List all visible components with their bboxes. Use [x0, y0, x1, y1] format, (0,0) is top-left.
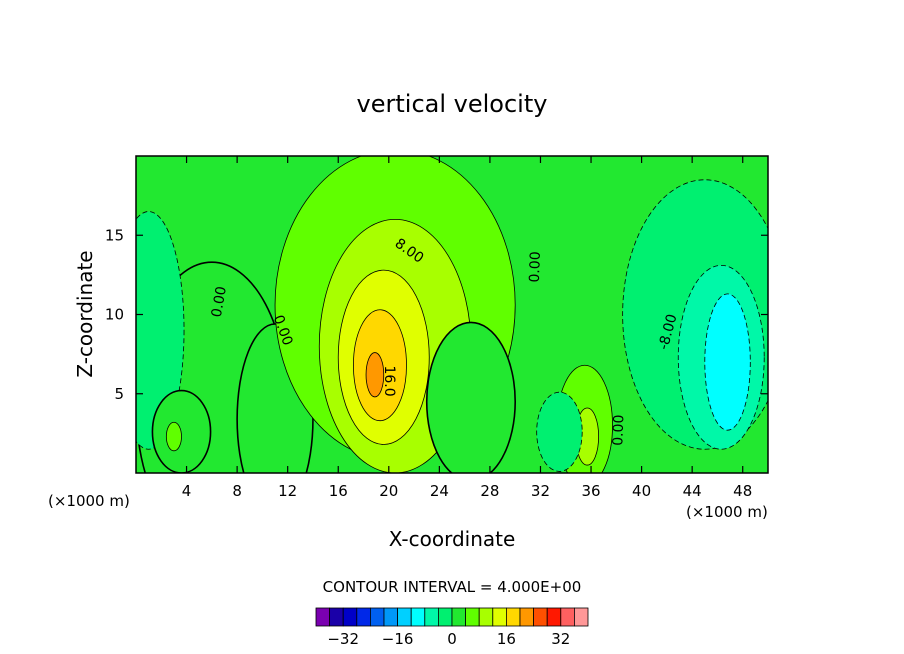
x-tick-label-16: 16	[329, 482, 348, 500]
colorbar-swatch-4	[369, 607, 385, 627]
colorbar-tick-label-4: 32	[551, 630, 570, 648]
contour-region-7	[425, 321, 516, 473]
colorbar-swatch-19	[574, 607, 589, 627]
x-tick-label-32: 32	[531, 482, 550, 500]
x-tick-label-40: 40	[632, 482, 651, 500]
contour-label-0: 0.00	[209, 285, 230, 318]
colorbar-swatch-13	[492, 607, 507, 627]
chart-title: vertical velocity	[357, 90, 548, 118]
colorbar-swatch-1	[329, 607, 344, 627]
x-tick-label-28: 28	[480, 482, 499, 500]
colorbar-swatch-3	[356, 607, 371, 627]
colorbar-tick-label-1: −16	[382, 630, 414, 648]
contour-region-12	[704, 293, 751, 431]
colorbar-swatch-8	[424, 607, 439, 627]
colorbar-tick-label-2: 0	[447, 630, 457, 648]
contour-fill-layer	[136, 156, 768, 473]
colorbar-swatch-12	[478, 607, 494, 627]
contour-region-13	[136, 211, 185, 450]
colorbar-swatch-6	[397, 607, 412, 627]
colorbar-swatch-11	[465, 607, 480, 627]
colorbar-swatch-18	[560, 607, 575, 627]
x-tick-label-36: 36	[581, 482, 600, 500]
colorbar-swatch-15	[519, 607, 535, 627]
x-tick-label-24: 24	[430, 482, 449, 500]
colorbar-swatch-2	[342, 607, 358, 627]
x-axis-label: X-coordinate	[389, 527, 516, 551]
colorbar-swatch-7	[410, 607, 426, 627]
contour-interval-label: CONTOUR INTERVAL = 4.000E+00	[323, 578, 582, 596]
y-axis-label: Z-coordinate	[73, 250, 97, 377]
contour-label-4: 0.00	[527, 251, 544, 283]
contour-label-3: 16.0	[381, 365, 397, 396]
contour-region-15	[151, 389, 212, 473]
colorbar: −32 −16 0 16 32	[315, 607, 589, 648]
colorbar-swatch-9	[437, 607, 453, 627]
colorbar-tick-label-3: 16	[497, 630, 516, 648]
colorbar-tick-label-0: −32	[327, 630, 359, 648]
x-tick-label-12: 12	[278, 482, 297, 500]
colorbar-swatch-14	[505, 607, 521, 627]
x-unit-right: (×1000 m)	[686, 503, 768, 521]
y-axis-ticks: 5 10 15	[105, 226, 768, 403]
contour-region-6	[365, 352, 385, 398]
contour-region-16	[165, 421, 182, 452]
x-axis-ticks: 4 8 12 16 20 24 28 32 36 40 44 48	[182, 156, 752, 500]
x-unit-left: (×1000 m)	[48, 492, 130, 510]
y-tick-label-15: 15	[105, 226, 124, 244]
contour-region-14	[536, 391, 583, 472]
colorbar-swatch-5	[383, 607, 399, 627]
contour-label-5: 0.00	[610, 414, 627, 446]
x-tick-label-20: 20	[379, 482, 398, 500]
x-tick-label-48: 48	[733, 482, 752, 500]
x-tick-label-44: 44	[683, 482, 702, 500]
colorbar-swatch-16	[533, 607, 548, 627]
y-tick-label-10: 10	[105, 306, 124, 324]
x-tick-label-8: 8	[232, 482, 242, 500]
colorbar-swatch-10	[451, 607, 467, 627]
colorbar-swatch-17	[546, 607, 562, 627]
x-tick-label-4: 4	[182, 482, 192, 500]
colorbar-swatch-0	[315, 607, 331, 627]
y-tick-label-5: 5	[114, 385, 124, 403]
